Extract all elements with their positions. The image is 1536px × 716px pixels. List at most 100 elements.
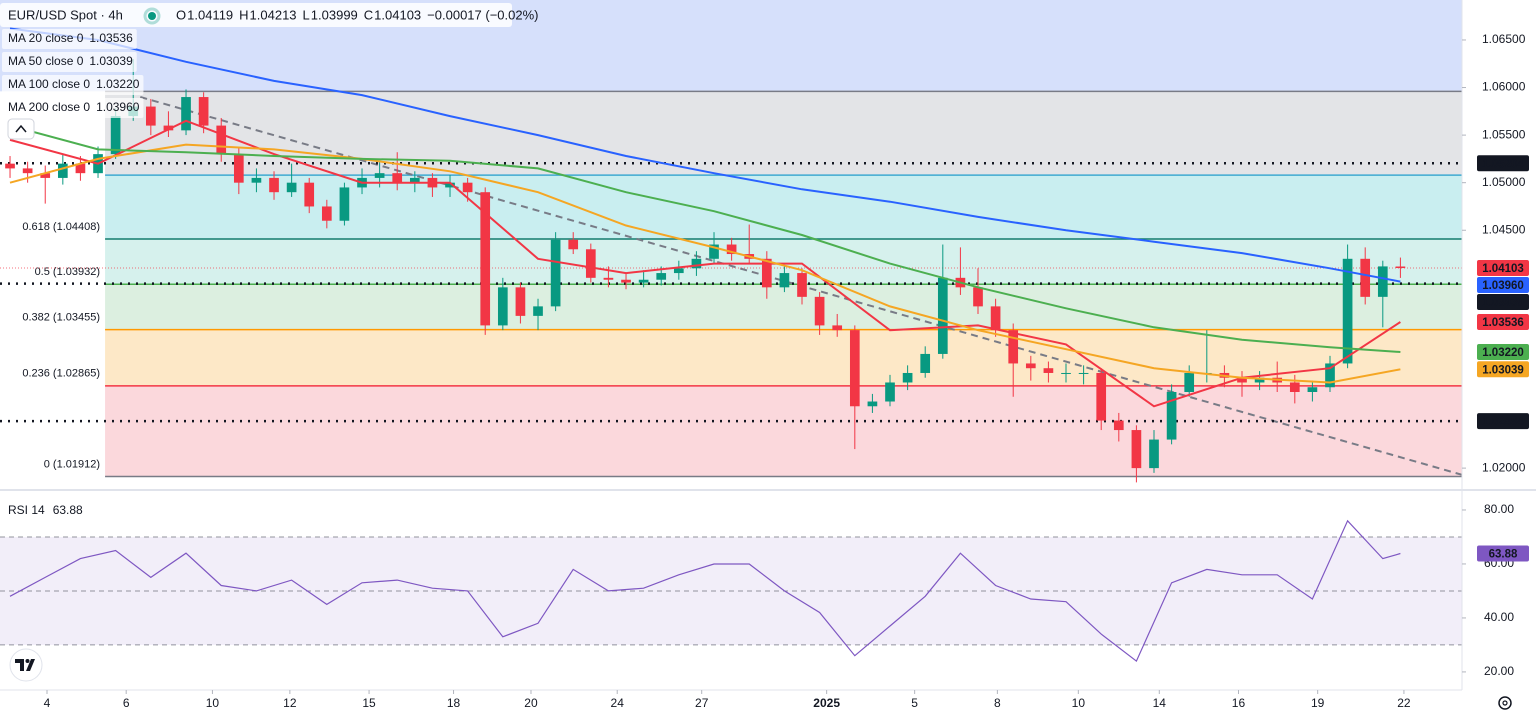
x-tick-label: 20 bbox=[524, 696, 538, 710]
candle-body bbox=[269, 177, 279, 193]
x-tick-label: 24 bbox=[611, 696, 625, 710]
candle-body bbox=[409, 177, 420, 183]
ohlc-value: 1.03999 bbox=[311, 7, 358, 22]
candle-body bbox=[216, 125, 227, 155]
candle-body bbox=[1307, 387, 1318, 392]
legend-name: MA 100 close 0 bbox=[8, 77, 90, 91]
candle-body bbox=[40, 173, 51, 178]
candle-body bbox=[1078, 372, 1089, 374]
candle-body bbox=[233, 154, 244, 183]
candle-body bbox=[1166, 392, 1177, 440]
price-badge bbox=[1477, 155, 1529, 172]
candle-body bbox=[832, 325, 843, 331]
candle-body bbox=[462, 182, 473, 193]
candle-body bbox=[568, 239, 579, 250]
candle-body bbox=[726, 244, 737, 255]
price-badge bbox=[1477, 313, 1529, 330]
x-tick-label: 10 bbox=[1072, 696, 1086, 710]
candle-body bbox=[709, 244, 719, 259]
candle-body bbox=[1025, 363, 1036, 369]
fib-label: 0.236 (1.02865) bbox=[22, 368, 100, 380]
settings-gear[interactable] bbox=[1498, 696, 1512, 710]
x-tick-label: 12 bbox=[283, 696, 297, 710]
candle-body bbox=[1113, 420, 1124, 431]
candle-body bbox=[251, 177, 262, 183]
collapse-button-box[interactable] bbox=[7, 118, 35, 140]
settings-button[interactable] bbox=[1498, 696, 1512, 710]
price-badge bbox=[1477, 361, 1529, 378]
fib-zone bbox=[105, 284, 1462, 330]
candle-body bbox=[1342, 258, 1353, 364]
candle-body bbox=[849, 330, 860, 407]
price-badge-label: 1.03939 bbox=[1482, 297, 1524, 309]
header-box bbox=[0, 3, 512, 27]
candle-body bbox=[937, 277, 948, 354]
candle-body bbox=[1325, 363, 1335, 388]
candle-body bbox=[1237, 377, 1247, 383]
moving-average bbox=[9, 143, 1401, 384]
candle-body bbox=[656, 273, 667, 280]
candle-body bbox=[885, 382, 895, 402]
candle-body bbox=[198, 97, 209, 126]
x-tick-label: 14 bbox=[1153, 696, 1167, 710]
moving-average bbox=[9, 119, 1401, 408]
legend-box bbox=[2, 52, 137, 72]
collapse-icon bbox=[15, 124, 27, 133]
candle-body bbox=[1377, 266, 1388, 297]
candle-body bbox=[515, 287, 526, 316]
price-badge-label: 1.04103 bbox=[1482, 263, 1524, 275]
ohlc-value: 1.04103 bbox=[374, 7, 421, 22]
candle-body bbox=[57, 163, 68, 178]
ohlc-value: 1.04213 bbox=[250, 7, 297, 22]
candle-body bbox=[321, 206, 332, 221]
candle-body bbox=[920, 353, 931, 373]
logo-circle bbox=[9, 648, 43, 682]
settings-gear-center bbox=[1502, 700, 1508, 706]
y-tick-label: 1.05500 bbox=[1482, 127, 1526, 141]
legend-name: MA 20 close 0 bbox=[8, 31, 84, 45]
candle-body bbox=[22, 168, 33, 174]
y-tick-label: 1.02000 bbox=[1482, 460, 1526, 474]
candle-body bbox=[814, 296, 825, 326]
candle-body bbox=[75, 163, 86, 174]
logo-mark bbox=[15, 659, 35, 671]
candle-body bbox=[304, 182, 315, 207]
candle-body bbox=[761, 258, 772, 288]
candle-body bbox=[1131, 430, 1142, 469]
price-badge bbox=[1477, 277, 1529, 294]
y-tick-label: 1.04500 bbox=[1482, 222, 1526, 236]
candle-body bbox=[163, 125, 174, 131]
candle-body bbox=[1395, 266, 1406, 269]
fib-label: 0 (1.01912) bbox=[44, 458, 100, 470]
candle-body bbox=[1043, 368, 1054, 373]
collapse-button[interactable] bbox=[7, 118, 35, 140]
rsi-title: RSI 14 bbox=[8, 503, 45, 517]
price-badge bbox=[1477, 260, 1529, 277]
x-tick-label: 2025 bbox=[813, 696, 840, 710]
plot-layer bbox=[0, 27, 1463, 663]
candle-body bbox=[585, 249, 596, 278]
symbol-title: EUR/USD Spot · 4h bbox=[8, 7, 123, 22]
fib-label: 0.5 (1.03932) bbox=[35, 266, 100, 278]
candle-body bbox=[374, 173, 385, 178]
candle-body bbox=[110, 116, 121, 155]
ohlc-label: C bbox=[364, 7, 373, 22]
fib-zone bbox=[105, 385, 1462, 477]
candle-body bbox=[1008, 330, 1019, 364]
time-axis-panel bbox=[0, 690, 1536, 716]
x-tick-label: 15 bbox=[362, 696, 376, 710]
fib-zone bbox=[105, 329, 1462, 386]
x-tick-label: 18 bbox=[447, 696, 461, 710]
price-badge-label: 1.05204 bbox=[1482, 158, 1524, 170]
candle-body bbox=[480, 192, 491, 326]
x-tick-label: 6 bbox=[123, 696, 130, 710]
legend-box bbox=[2, 75, 144, 95]
price-badge-label: 1.03960 bbox=[1482, 280, 1524, 292]
rsi-tick-label: 20.00 bbox=[1484, 664, 1514, 678]
x-tick-label: 10 bbox=[206, 696, 220, 710]
ohlc-label: H bbox=[239, 7, 248, 22]
candle-body bbox=[673, 268, 684, 274]
candle-body bbox=[497, 287, 508, 326]
